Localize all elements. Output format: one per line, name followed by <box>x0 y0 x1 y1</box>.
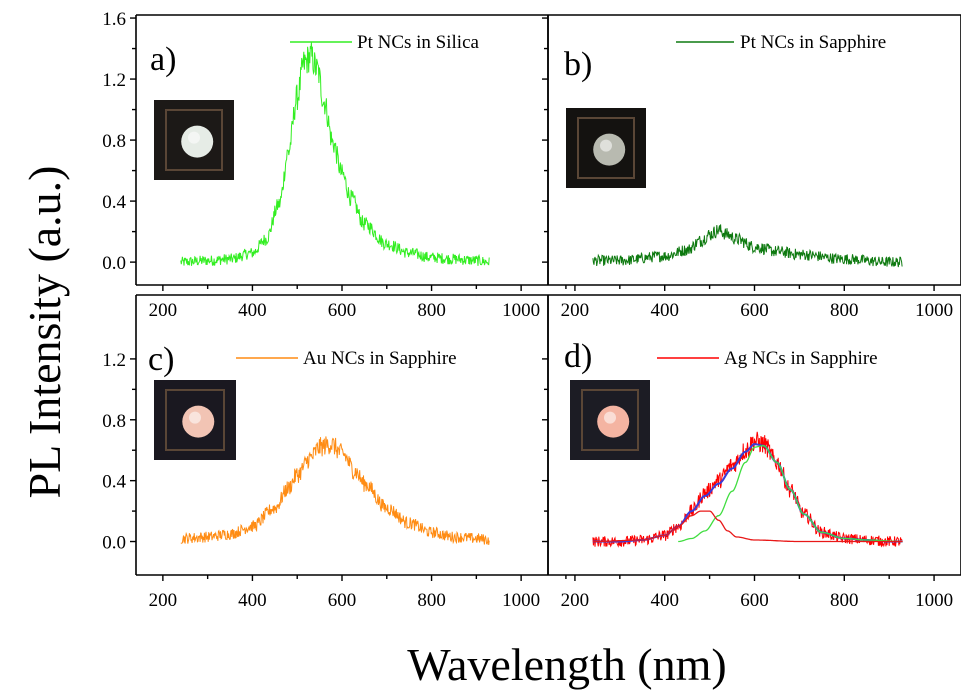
inset-photo <box>566 108 646 188</box>
photo-highlight <box>600 139 612 152</box>
legend-label: Pt NCs in Sapphire <box>740 32 886 53</box>
series-line-noisy <box>180 42 490 267</box>
series-fit-line <box>592 510 903 543</box>
y-tick-label: 1.6 <box>102 9 126 30</box>
x-tick-label: 1000 <box>915 300 953 321</box>
panels-group: 0.0 0.4 0.8 1.2 1.6 200 400 600 800 1000 a) Pt NCs … <box>102 9 961 611</box>
photo-frame <box>577 117 635 179</box>
x-tick-label: 1000 <box>502 590 540 611</box>
panel-label: a) <box>150 41 176 78</box>
panel-a: 0.0 0.4 0.8 1.2 1.6 200 400 600 800 1000 a) Pt NCs … <box>102 9 567 321</box>
x-axis-title: Wavelength (nm) <box>407 639 726 690</box>
panel-c: 0.0 0.4 0.8 1.2 200 400 600 800 1000 c) Au NCs in … <box>102 294 567 611</box>
panel-label: b) <box>564 46 592 83</box>
x-tick-label: 200 <box>561 590 590 611</box>
photo-frame <box>165 389 225 451</box>
panel-label: d) <box>564 338 592 375</box>
inset-photo <box>154 380 236 460</box>
y-tick-label: 1.2 <box>102 350 126 371</box>
series-line-noisy <box>592 224 903 268</box>
inset-photo <box>154 100 234 180</box>
photo-highlight <box>189 411 201 424</box>
y-axis-title: PL Intensity (a.u.) <box>19 165 70 498</box>
y-tick-label: 0.4 <box>102 192 126 213</box>
x-tick-label: 800 <box>417 590 446 611</box>
y-tick-label: 0.4 <box>102 472 126 493</box>
photo-frame <box>165 109 223 171</box>
photo-frame <box>581 389 639 451</box>
panel-d: 200 400 600 800 1000 d) Ag NCs in Sapphire <box>542 294 961 611</box>
x-tick-label: 200 <box>561 300 590 321</box>
y-tick-label: 0.0 <box>102 533 126 554</box>
x-tick-label: 800 <box>830 300 859 321</box>
inset-photo <box>570 380 650 460</box>
series-line-noisy <box>180 436 490 545</box>
legend-label: Ag NCs in Sapphire <box>724 348 878 369</box>
series-line-noisy <box>592 431 903 548</box>
x-tick-label: 1000 <box>502 300 540 321</box>
x-tick-label: 600 <box>740 300 769 321</box>
y-tick-label: 0.0 <box>102 253 126 274</box>
x-tick-label: 400 <box>238 590 267 611</box>
x-tick-label: 600 <box>328 590 357 611</box>
x-tick-label: 400 <box>650 300 679 321</box>
photo-highlight <box>604 411 616 424</box>
panel-label: c) <box>148 341 174 378</box>
panel-b: 200 400 600 800 1000 b) Pt NCs in Sapphire <box>542 14 961 321</box>
x-tick-label: 600 <box>740 590 769 611</box>
x-tick-label: 800 <box>830 590 859 611</box>
x-tick-label: 1000 <box>915 590 953 611</box>
photo-highlight <box>188 131 200 144</box>
y-tick-label: 0.8 <box>102 411 126 432</box>
y-tick-label: 1.2 <box>102 70 126 91</box>
legend-label: Pt NCs in Silica <box>357 32 479 53</box>
x-tick-label: 800 <box>417 300 446 321</box>
x-tick-label: 400 <box>238 300 267 321</box>
x-tick-label: 600 <box>328 300 357 321</box>
legend-label: Au NCs in Sapphire <box>303 348 457 369</box>
y-tick-label: 0.8 <box>102 131 126 152</box>
x-tick-label: 400 <box>650 590 679 611</box>
x-tick-label: 200 <box>149 590 178 611</box>
x-tick-label: 200 <box>149 300 178 321</box>
